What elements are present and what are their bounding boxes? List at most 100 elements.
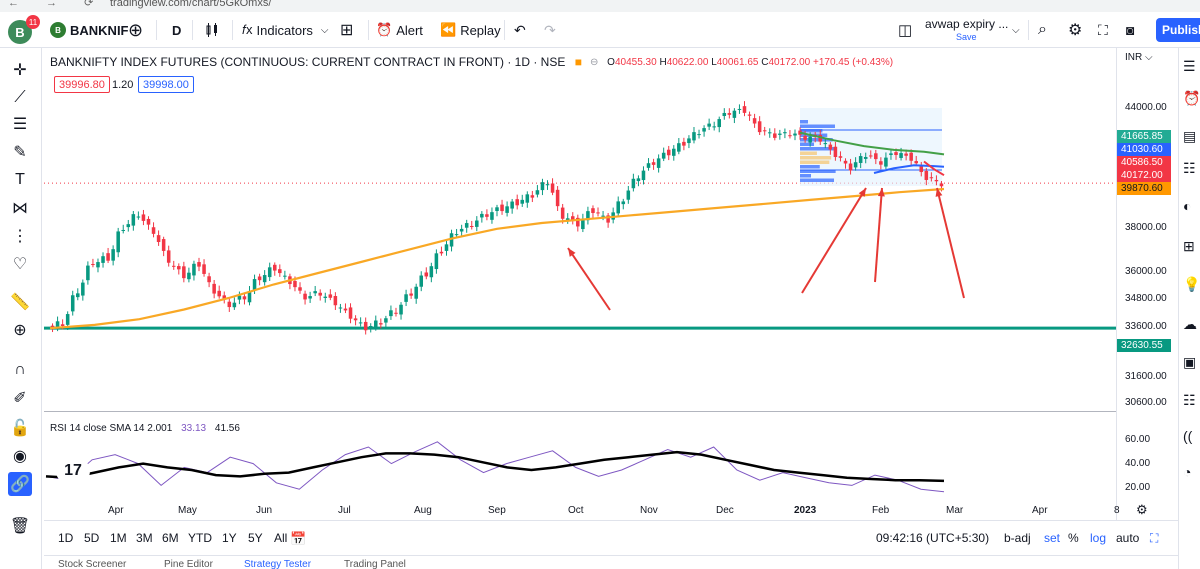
range-button-ytd[interactable]: YTD <box>188 531 212 545</box>
blue-band-line[interactable] <box>873 164 945 174</box>
candle-body[interactable] <box>586 211 590 221</box>
candle-body[interactable] <box>651 162 656 165</box>
candle-body[interactable] <box>111 249 115 261</box>
candle-body[interactable] <box>161 239 166 251</box>
symbol-search-button[interactable]: B BANKNIF <box>50 12 129 48</box>
undo-icon[interactable]: ↶ <box>514 21 526 38</box>
candle-body[interactable] <box>278 269 282 274</box>
price-level-label[interactable]: 39870.60 <box>1117 182 1171 195</box>
candle-body[interactable] <box>550 183 555 193</box>
indicators-button[interactable]: 𝑓x Indicators ⌵ <box>242 12 329 48</box>
candle-body[interactable] <box>520 199 525 204</box>
price-level-label[interactable]: 40586.50 <box>1117 156 1171 169</box>
fib-retracement-icon[interactable]: ☰ <box>12 116 28 133</box>
rsi-sma-line[interactable] <box>45 450 945 483</box>
price-chart[interactable] <box>44 48 1116 520</box>
candle-body[interactable] <box>697 134 701 136</box>
candle-body[interactable] <box>621 201 626 205</box>
candle-body[interactable] <box>692 132 696 141</box>
eye-icon[interactable]: ◉ <box>13 448 27 465</box>
tradingview-logo[interactable]: 17 <box>56 456 90 486</box>
quick-search-icon[interactable]: ⌕ <box>1038 21 1047 38</box>
rsi-line[interactable] <box>45 441 945 493</box>
candle-body[interactable] <box>343 308 348 311</box>
candle-body[interactable] <box>535 190 540 195</box>
candle-body[interactable] <box>459 228 464 232</box>
magnet-icon[interactable]: ∩ <box>14 361 26 378</box>
price-level-label[interactable]: 40172.00 <box>1117 169 1171 182</box>
tab-pine-editor[interactable]: Pine Editor <box>164 559 213 569</box>
candle-body[interactable] <box>853 162 858 168</box>
candle-body[interactable] <box>439 251 444 254</box>
candle-body[interactable] <box>485 214 489 217</box>
auto-toggle[interactable]: auto <box>1116 531 1140 545</box>
candle-body[interactable] <box>389 310 393 317</box>
candle-body[interactable] <box>464 223 469 228</box>
candle-body[interactable] <box>146 218 151 225</box>
date-range-calendar-icon[interactable]: 📅 <box>290 531 307 546</box>
candle-body[interactable] <box>298 287 302 291</box>
candle-body[interactable] <box>50 325 55 327</box>
pane-separator[interactable] <box>44 411 1116 412</box>
stay-in-drawing-icon[interactable]: ✐ <box>13 390 27 407</box>
candle-body[interactable] <box>449 233 454 247</box>
candle-body[interactable] <box>737 108 742 110</box>
candle-body[interactable] <box>106 253 110 261</box>
price-axis[interactable]: INR ⌵ 44000.00 38000.00 36000.00 34800.00 33… <box>1116 48 1178 520</box>
maximize-icon[interactable]: ⛶ <box>1150 531 1159 545</box>
calendar-icon[interactable]: ☷ <box>1183 160 1196 176</box>
range-button-all[interactable]: All <box>274 531 288 545</box>
candle-body[interactable] <box>904 153 908 156</box>
candle-body[interactable] <box>934 179 939 182</box>
chats-icon[interactable]: ☁ <box>1183 316 1197 332</box>
candle-body[interactable] <box>914 161 918 164</box>
data-window-icon[interactable]: ▤ <box>1183 128 1197 144</box>
candle-body[interactable] <box>86 265 90 281</box>
candle-body[interactable] <box>419 275 424 287</box>
candle-body[interactable] <box>323 296 328 298</box>
candle-body[interactable] <box>96 262 100 268</box>
candle-body[interactable] <box>505 206 509 213</box>
candle-body[interactable] <box>429 266 434 278</box>
candle-body[interactable] <box>752 118 757 124</box>
candle-body[interactable] <box>348 307 353 319</box>
browser-url[interactable]: tradingview.com/chart/5GkOmxs/ <box>110 0 272 9</box>
candle-body[interactable] <box>828 144 833 150</box>
candle-body[interactable] <box>762 130 767 132</box>
zoom-in-icon[interactable]: ⊕ <box>13 322 27 339</box>
range-button-6m[interactable]: 6M <box>162 531 179 545</box>
candle-body[interactable] <box>858 156 863 163</box>
tab-strategy-tester[interactable]: Strategy Tester <box>244 559 312 569</box>
candle-body[interactable] <box>267 267 272 278</box>
candle-body[interactable] <box>581 218 585 230</box>
hotlist-icon[interactable]: ⊞ <box>1183 238 1195 254</box>
candle-body[interactable] <box>338 307 343 309</box>
buy-button[interactable]: 39998.00 <box>138 76 194 93</box>
compare-add-icon[interactable]: ⊕ <box>128 19 144 40</box>
redo-icon[interactable]: ↷ <box>544 21 556 38</box>
candle-body[interactable] <box>227 301 232 308</box>
annotation-arrow-2[interactable] <box>801 187 867 294</box>
browser-address-bar[interactable]: ← → ⟳ tradingview.com/chart/5GkOmxs/ <box>0 0 1200 12</box>
candle-body[interactable] <box>884 157 888 167</box>
candle-body[interactable] <box>570 216 575 220</box>
candle-body[interactable] <box>591 208 595 213</box>
tab-stock-screener[interactable]: Stock Screener <box>58 559 127 569</box>
candle-body[interactable] <box>156 235 161 243</box>
prediction-icon[interactable]: ⋮ <box>12 228 28 245</box>
red-band-line[interactable] <box>923 160 945 177</box>
rsi-legend[interactable]: RSI 14 close SMA 14 2.001 33.13 41.56 <box>50 423 240 434</box>
candle-body[interactable] <box>560 207 565 219</box>
percent-toggle[interactable]: % <box>1068 531 1079 545</box>
candle-body[interactable] <box>242 296 247 300</box>
candle-body[interactable] <box>500 204 504 212</box>
brush-icon[interactable]: ✎ <box>13 144 27 161</box>
hide-legend-icon[interactable]: ⊖ <box>590 57 599 68</box>
tab-trading-panel[interactable]: Trading Panel <box>344 559 406 569</box>
candle-body[interactable] <box>404 294 408 302</box>
candle-body[interactable] <box>783 132 787 134</box>
trend-line-icon[interactable]: ⟋ <box>14 89 26 106</box>
candle-body[interactable] <box>939 183 944 187</box>
candle-body[interactable] <box>874 153 878 160</box>
candle-body[interactable] <box>818 134 823 142</box>
